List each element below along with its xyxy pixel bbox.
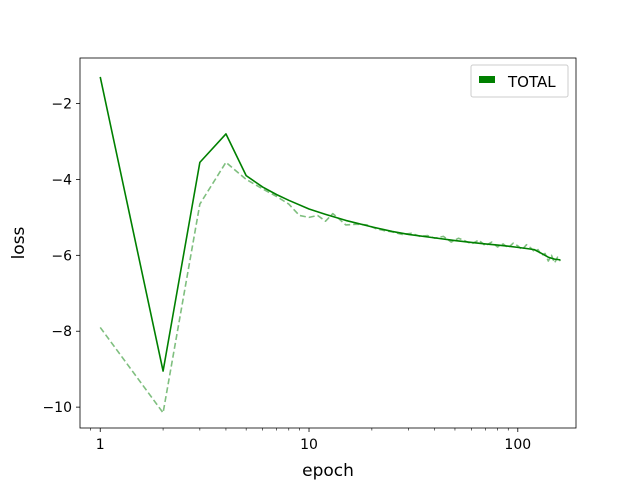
legend-label-total: TOTAL xyxy=(507,73,556,91)
y-tick-label: −6 xyxy=(51,248,72,264)
plot-area xyxy=(79,57,577,429)
x-axis-label: epoch xyxy=(302,461,354,480)
legend-swatch-total xyxy=(479,76,495,83)
tick-layer: 1 10 100 −2 −4 −6 −8 −10 xyxy=(42,97,531,453)
x-tick-label: 1 xyxy=(96,437,105,453)
y-tick-label: −10 xyxy=(42,400,72,416)
legend-box xyxy=(470,64,569,98)
y-tick-label: −8 xyxy=(51,324,72,340)
y-tick-label: −4 xyxy=(51,172,72,188)
series-layer xyxy=(99,76,562,414)
y-tick-label: −2 xyxy=(51,97,72,113)
x-tick-label: 10 xyxy=(300,437,318,453)
legend: TOTAL xyxy=(470,64,569,98)
x-tick-label: 100 xyxy=(504,437,531,453)
y-axis-label: loss xyxy=(9,226,29,259)
series-line-dashed-1 xyxy=(99,161,562,414)
